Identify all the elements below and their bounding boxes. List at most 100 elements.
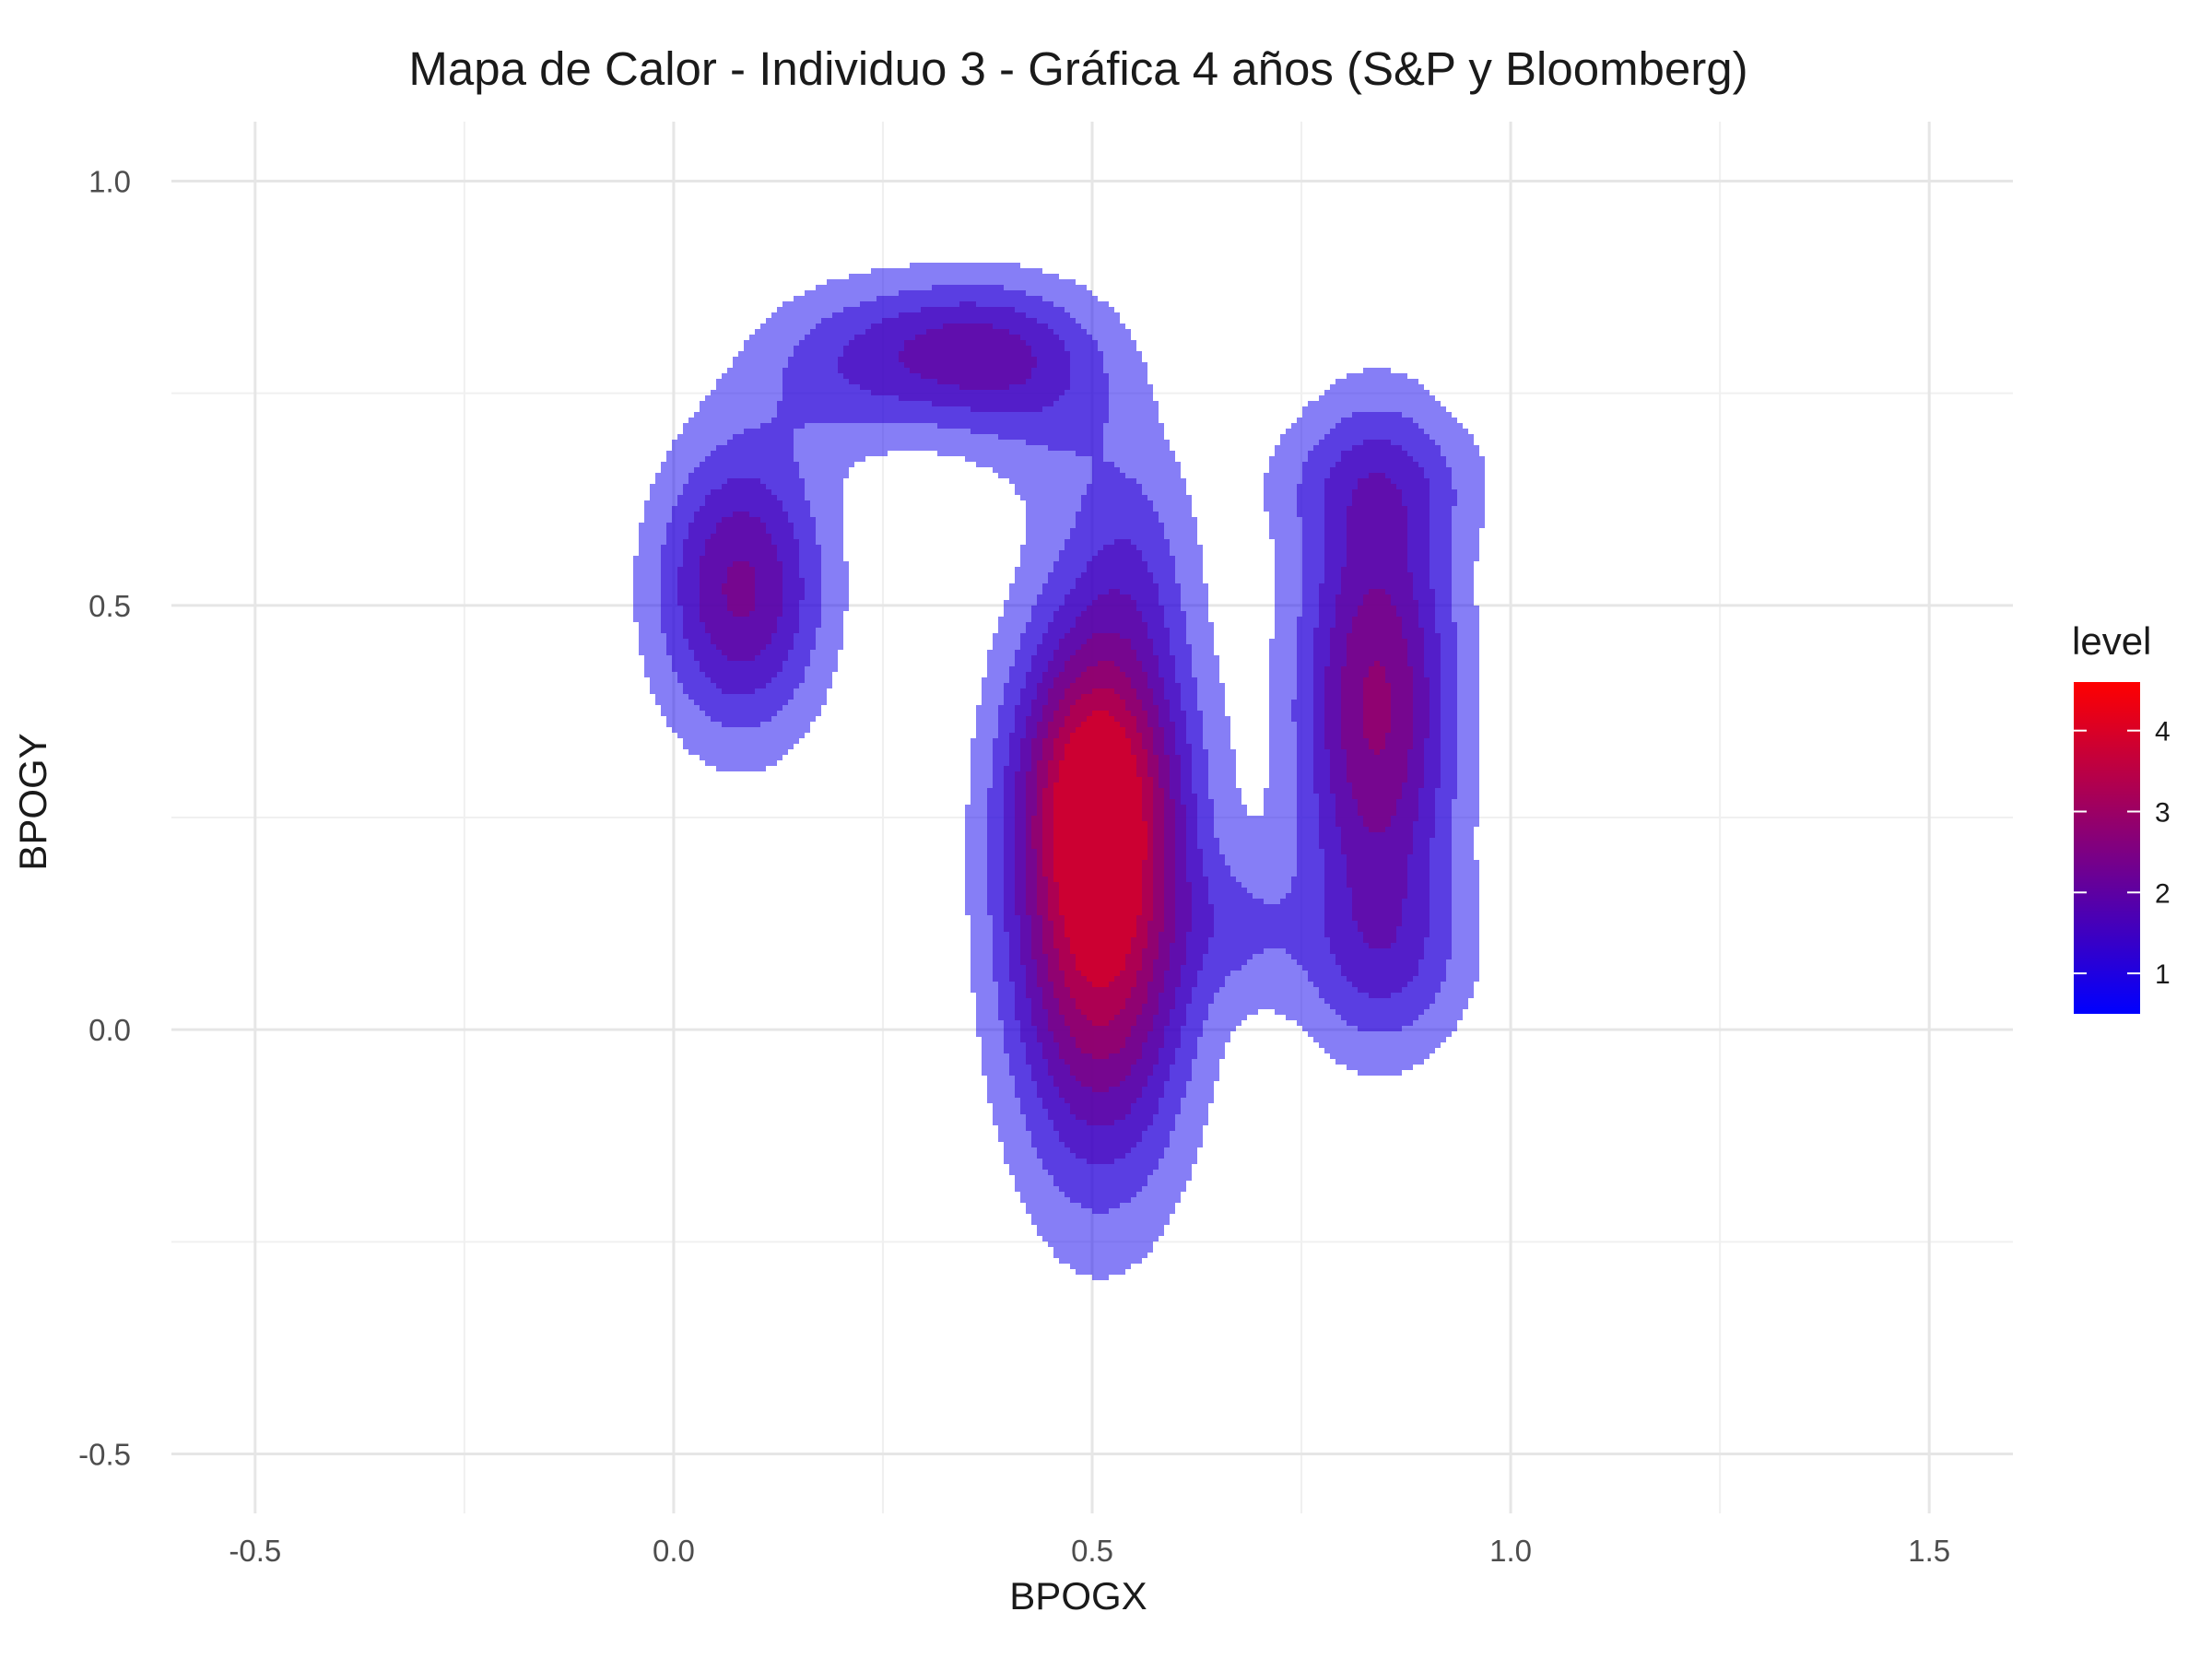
contour-cell [976, 1004, 1468, 1009]
contour-cell [1059, 1186, 1142, 1192]
contour-cell [1369, 589, 1385, 594]
contour-cell [733, 561, 749, 567]
contour-cell [1053, 1253, 1147, 1258]
contour-cell [1358, 1070, 1402, 1076]
contour-cell [1092, 600, 1136, 606]
x-tick-label: 0.0 [653, 1534, 695, 1568]
contour-cell [1070, 1197, 1131, 1203]
contour-cell [705, 628, 777, 633]
contour-cell [1335, 1009, 1424, 1015]
contour-cell [1369, 943, 1391, 948]
contour-cell [1087, 567, 1147, 572]
contour-cell [1363, 711, 1391, 716]
contour-cell [1324, 390, 1430, 395]
contour-cell [1363, 816, 1391, 821]
contour-cell [1308, 401, 1441, 406]
contour-cell [860, 301, 1053, 307]
contour-cell [1363, 937, 1396, 943]
contour-cell [733, 434, 794, 440]
contour-cell [1070, 534, 1164, 539]
contour-cell [1059, 899, 1142, 904]
contour-cell [1335, 1059, 1424, 1065]
contour-cell [700, 666, 782, 672]
contour-cell [1087, 484, 1142, 489]
contour-cell [705, 622, 777, 628]
contour-cell [722, 484, 766, 489]
contour-cell [1053, 821, 1147, 827]
contour-cell [904, 362, 1037, 368]
contour-cell [1313, 1037, 1446, 1042]
contour-cell [1347, 512, 1407, 517]
contour-cell [1363, 600, 1391, 606]
contour-cell [1076, 959, 1125, 965]
contour-cell [1347, 871, 1407, 877]
contour-cell [1092, 456, 1103, 462]
contour-cell [705, 500, 782, 506]
contour-cell [1347, 877, 1407, 882]
contour-cell [672, 727, 810, 733]
contour-cell [1369, 827, 1385, 832]
contour-cell [971, 429, 1103, 434]
contour-cell [998, 434, 1103, 440]
contour-cell [1352, 617, 1402, 622]
contour-cell [1070, 1070, 1131, 1076]
contour-cell [1070, 528, 1164, 534]
contour-cell [1081, 495, 1147, 500]
contour-cell [1319, 1042, 1441, 1048]
legend-tick-label: 1 [2155, 959, 2171, 990]
contour-cell [727, 478, 760, 484]
contour-cell [1065, 1059, 1136, 1065]
contour-cell [1363, 700, 1391, 705]
contour-cell [1352, 982, 1407, 987]
contour-cell [1053, 854, 1147, 860]
y-tick-label: 0.5 [88, 589, 131, 623]
contour-cell [937, 379, 1026, 384]
contour-cell [1341, 418, 1413, 423]
contour-cell [705, 545, 777, 550]
contour-cell [1341, 578, 1413, 583]
contour-cell [1335, 959, 1418, 965]
y-tick-label: 0.0 [88, 1013, 131, 1047]
contour-cell [1059, 893, 1142, 899]
contour-cell [727, 600, 755, 606]
contour-cell [1092, 633, 1120, 639]
contour-cell [688, 749, 788, 755]
contour-cell [1330, 948, 1424, 954]
contour-cell [1358, 926, 1396, 932]
contour-cell [1374, 661, 1380, 666]
contour-cell [777, 406, 1109, 412]
contour-cell [1042, 1164, 1159, 1170]
contour-cell [1031, 1214, 1170, 1219]
contour-cell [1092, 473, 1125, 478]
contour-cell [1341, 567, 1407, 572]
contour-cell [899, 395, 1059, 401]
contour-cell [1076, 677, 1131, 683]
contour-cell [1098, 661, 1114, 666]
contour-cell [777, 412, 1109, 418]
contour-cell [965, 821, 1479, 827]
contour-cell [705, 711, 777, 716]
x-tick-label: 0.5 [1071, 1534, 1113, 1568]
chart-title: Mapa de Calor - Individuo 3 - Gráfica 4 … [408, 42, 1747, 95]
contour-cell [1352, 500, 1402, 506]
x-axis-label: BPOGX [1009, 1574, 1147, 1618]
contour-cell [716, 523, 766, 528]
contour-cell [1092, 1053, 1109, 1059]
contour-cell [1076, 727, 1125, 733]
contour-cell [705, 539, 771, 545]
contour-cell [1070, 943, 1131, 948]
contour-cell [1335, 954, 1424, 959]
contour-cell [1363, 677, 1385, 683]
contour-cell [1109, 589, 1120, 594]
contour-cell [1358, 921, 1402, 926]
contour-cell [1352, 489, 1402, 495]
contour-cell [1053, 849, 1147, 854]
contour-cell [959, 384, 1009, 390]
contour-cell [1347, 854, 1407, 860]
contour-cell [1065, 921, 1136, 926]
contour-cell [1335, 423, 1418, 429]
contour-cell [1341, 965, 1418, 971]
contour-cell [1352, 794, 1402, 799]
contour-cell [1087, 639, 1131, 644]
contour-cell [1076, 1004, 1125, 1009]
